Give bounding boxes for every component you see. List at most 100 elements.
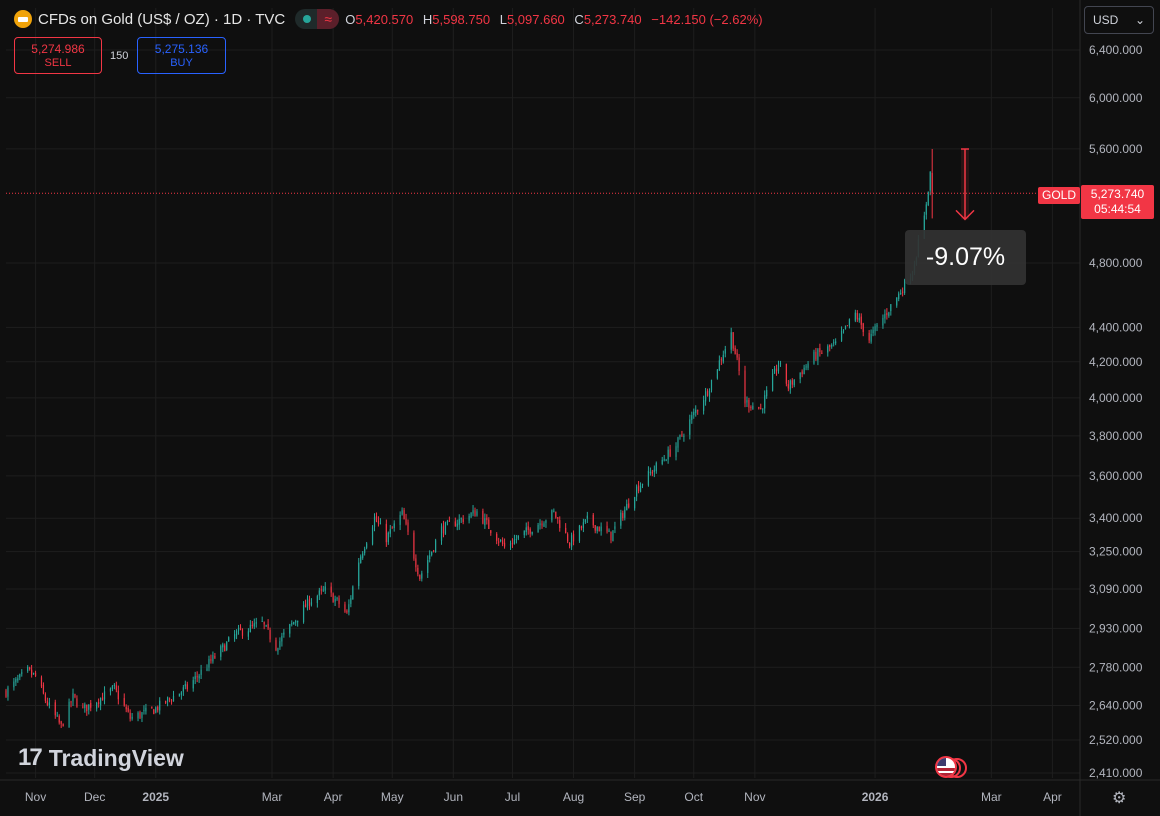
candle-body bbox=[60, 721, 62, 724]
candle-body bbox=[634, 497, 636, 509]
candle-body bbox=[58, 715, 60, 723]
candle-body bbox=[620, 512, 622, 526]
candle-body bbox=[5, 690, 7, 697]
candle-body bbox=[458, 519, 460, 525]
buy-button[interactable]: 5,275.136 BUY bbox=[137, 37, 226, 74]
candle-body bbox=[433, 550, 435, 552]
candle-body bbox=[681, 434, 683, 436]
candle-body bbox=[235, 630, 238, 636]
candle-body bbox=[350, 598, 352, 604]
low-label: L bbox=[499, 11, 507, 27]
candle-body bbox=[220, 646, 222, 657]
candle-body bbox=[289, 624, 291, 634]
candle-body bbox=[157, 706, 159, 711]
us-flag-event-icon[interactable] bbox=[935, 756, 957, 778]
candle-body bbox=[13, 681, 15, 688]
candle-body bbox=[594, 525, 596, 531]
candle-body bbox=[15, 679, 17, 683]
candle-body bbox=[320, 589, 322, 591]
candle-body bbox=[655, 462, 657, 472]
candle-body bbox=[103, 691, 106, 700]
candle-body bbox=[358, 562, 360, 587]
candle-body bbox=[247, 631, 249, 637]
candle-body bbox=[32, 672, 35, 674]
candle-body bbox=[923, 215, 925, 239]
candle-body bbox=[771, 373, 774, 391]
candle-body bbox=[858, 317, 860, 321]
candle-body bbox=[27, 667, 29, 672]
candle-body bbox=[831, 344, 833, 347]
candle-body bbox=[476, 511, 478, 516]
candle-body bbox=[637, 485, 640, 491]
sell-button[interactable]: 5,274.986 SELL bbox=[14, 37, 102, 74]
candle-body bbox=[819, 347, 821, 353]
y-tick-label: 3,800.000 bbox=[1089, 429, 1143, 443]
candle-body bbox=[54, 702, 56, 716]
candle-body bbox=[182, 687, 184, 692]
candle-body bbox=[567, 534, 569, 542]
y-tick-label: 3,600.000 bbox=[1089, 469, 1143, 483]
candle-body bbox=[155, 707, 157, 713]
candle-body bbox=[267, 623, 269, 629]
market-open-dot-icon bbox=[303, 15, 312, 23]
candle-body bbox=[651, 471, 653, 474]
y-tick-label: 2,520.000 bbox=[1089, 733, 1143, 747]
candle-body bbox=[371, 527, 374, 545]
candle-body bbox=[584, 519, 586, 523]
candle-body bbox=[679, 435, 681, 438]
gold-symbol-icon bbox=[14, 10, 32, 28]
candle-body bbox=[545, 520, 547, 523]
market-status-pill[interactable]: ≈ bbox=[295, 9, 340, 29]
candle-body bbox=[417, 567, 419, 575]
candle-body bbox=[90, 702, 92, 708]
symbol-header[interactable]: CFDs on Gold (US$ / OZ) · 1D · TVC ≈ O5,… bbox=[14, 9, 769, 29]
candle-body bbox=[598, 526, 600, 532]
candle-body bbox=[431, 551, 433, 555]
candle-body bbox=[622, 513, 624, 519]
candle-body bbox=[722, 354, 724, 362]
symbol-title[interactable]: CFDs on Gold (US$ / OZ) · 1D · TVC bbox=[38, 10, 286, 28]
currency-select[interactable]: USD ⌄ bbox=[1084, 6, 1154, 34]
tradingview-logo[interactable]: 17 TradingView bbox=[18, 744, 184, 772]
candle-body bbox=[764, 395, 766, 409]
candle-body bbox=[429, 555, 431, 560]
candle-body bbox=[293, 622, 295, 625]
candle-body bbox=[127, 707, 129, 712]
settings-gear-icon[interactable]: ⚙ bbox=[1112, 790, 1127, 807]
candle-body bbox=[746, 400, 748, 403]
candle-body bbox=[302, 605, 305, 623]
candle-body bbox=[900, 293, 902, 295]
candle-body bbox=[777, 364, 780, 372]
candle-body bbox=[789, 380, 791, 390]
candle-body bbox=[734, 347, 736, 355]
y-tick-label: 3,250.000 bbox=[1089, 545, 1143, 559]
y-tick-label: 4,200.000 bbox=[1089, 355, 1143, 369]
candle-body bbox=[842, 329, 845, 331]
last-price-tag: 5,273.740 05:44:54 bbox=[1081, 185, 1154, 219]
candle-body bbox=[21, 672, 23, 674]
candle-body bbox=[677, 437, 679, 448]
candle-body bbox=[200, 669, 202, 675]
candle-body bbox=[389, 529, 391, 534]
candle-body bbox=[509, 544, 512, 546]
candle-body bbox=[874, 326, 876, 332]
candle-body bbox=[137, 712, 139, 719]
candle-body bbox=[468, 515, 470, 521]
candle-body bbox=[324, 586, 326, 591]
candle-body bbox=[385, 523, 387, 543]
candle-body bbox=[890, 304, 892, 312]
candle-body bbox=[683, 435, 685, 437]
candle-body bbox=[117, 690, 119, 700]
candle-body bbox=[829, 344, 831, 347]
candle-body bbox=[442, 525, 445, 534]
candle-body bbox=[427, 560, 429, 573]
candle-body bbox=[927, 191, 929, 205]
candle-body bbox=[68, 701, 70, 728]
candle-body bbox=[529, 529, 531, 534]
measure-arrow-head bbox=[955, 209, 975, 221]
candle-body bbox=[884, 314, 886, 319]
y-tick-label: 3,400.000 bbox=[1089, 511, 1143, 525]
x-tick-label: 2025 bbox=[142, 790, 169, 804]
candle-body bbox=[362, 553, 364, 558]
